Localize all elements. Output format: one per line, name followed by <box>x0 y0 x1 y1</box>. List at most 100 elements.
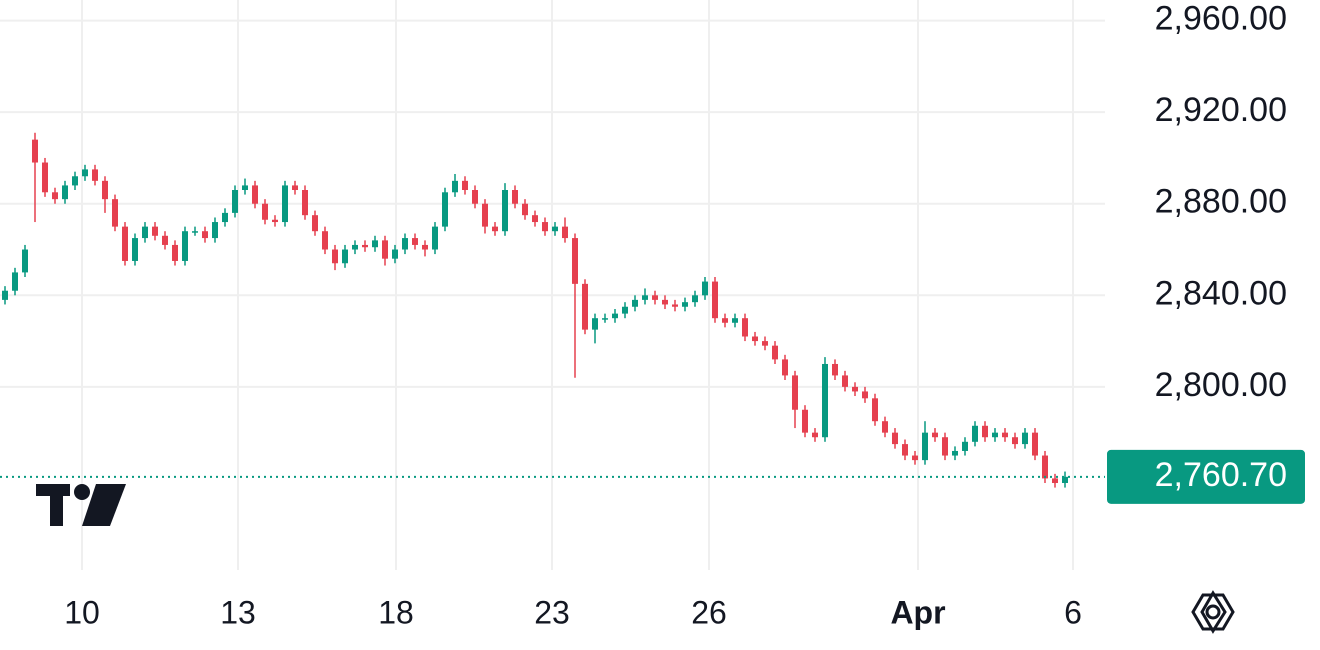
candle-body <box>902 444 908 456</box>
candle-body <box>1052 478 1058 484</box>
candle-body <box>962 441 968 451</box>
y-tick-label: 2,840.00 <box>1155 274 1287 312</box>
candle-body <box>732 318 738 323</box>
candle-body <box>652 295 658 300</box>
candle-body <box>712 281 718 319</box>
candle-body <box>102 180 108 200</box>
candle-body <box>832 363 838 376</box>
candle-body <box>62 185 68 200</box>
candle-body <box>152 226 158 236</box>
candle-body <box>792 375 798 410</box>
candle-body <box>932 432 938 438</box>
candle-body <box>632 299 638 307</box>
candle-body <box>862 391 868 399</box>
candle-body <box>142 226 148 239</box>
candle-body <box>622 306 628 314</box>
candle-body <box>72 176 78 186</box>
candle-body <box>512 190 518 204</box>
candle-body <box>922 432 928 461</box>
candle-body <box>772 345 778 360</box>
candle-body <box>202 231 208 239</box>
candle-body <box>212 222 218 239</box>
settings-icon[interactable] <box>1191 590 1235 634</box>
candle-body <box>22 249 28 273</box>
candle-body <box>292 185 298 190</box>
candle-body <box>542 222 548 232</box>
candle-body <box>1002 432 1008 438</box>
candle-body <box>892 432 898 445</box>
x-tick-label: 23 <box>534 594 570 630</box>
candle-body <box>682 302 688 307</box>
candle-body <box>362 244 368 248</box>
candle-body <box>2 290 8 300</box>
candle-body <box>472 190 478 204</box>
candle-body <box>222 212 228 223</box>
candle-body <box>232 190 238 213</box>
candle-body <box>122 226 128 261</box>
candle-body <box>262 203 268 220</box>
candle-body <box>982 425 988 438</box>
candle-body <box>852 386 858 392</box>
y-tick-label: 2,800.00 <box>1155 366 1287 404</box>
candle-body <box>42 162 48 193</box>
x-tick-label: Apr <box>890 594 945 630</box>
candle-body <box>562 226 568 239</box>
y-tick-label: 2,880.00 <box>1155 183 1287 221</box>
candle-body <box>172 244 178 261</box>
x-tick-label: 26 <box>691 594 727 630</box>
x-tick-label: 13 <box>220 594 256 630</box>
x-tick-label: 6 <box>1064 594 1082 630</box>
candle-body <box>1032 432 1038 456</box>
candle-body <box>452 180 458 193</box>
candle-body <box>1042 455 1048 479</box>
candle-body <box>312 215 318 232</box>
candle-body <box>692 295 698 303</box>
candle-body <box>52 192 58 200</box>
candle-body <box>972 425 978 442</box>
last-price-label: 2,760.70 <box>1155 456 1287 494</box>
candle-body <box>502 190 508 232</box>
candle-body <box>432 226 438 250</box>
last-price-box <box>1107 449 1305 504</box>
candle-body <box>242 185 248 190</box>
candle-body <box>582 283 588 330</box>
candle-body <box>252 185 258 204</box>
y-tick-label: 2,960.00 <box>1155 0 1287 38</box>
candle-body <box>942 437 948 456</box>
candle-body <box>992 432 998 438</box>
candle-body <box>762 341 768 346</box>
candle-body <box>1022 432 1028 445</box>
candle-body <box>12 272 18 291</box>
y-tick-label: 2,920.00 <box>1155 91 1287 129</box>
candle-body <box>882 421 888 433</box>
candle-body <box>1062 476 1068 484</box>
candle-body <box>702 281 708 296</box>
candle-body <box>1012 437 1018 445</box>
candle-body <box>532 215 538 223</box>
candle-body <box>492 226 498 232</box>
candle-body <box>322 231 328 250</box>
candle-body <box>272 219 278 223</box>
candle-body <box>132 238 138 261</box>
candle-body <box>162 235 168 245</box>
candle-body <box>282 185 288 223</box>
candle-body <box>302 190 308 216</box>
candle-body <box>872 398 878 422</box>
candle-body <box>662 299 668 305</box>
logo <box>36 484 126 526</box>
candle-body <box>822 363 828 438</box>
x-tick-label: 18 <box>378 594 414 630</box>
candle-body <box>342 249 348 264</box>
candle-body <box>182 231 188 261</box>
x-tick-label: 10 <box>64 594 100 630</box>
candle-body <box>382 240 388 259</box>
candle-body <box>572 238 578 284</box>
candle-body <box>482 203 488 227</box>
candle-body <box>722 318 728 323</box>
candle-body <box>402 238 408 250</box>
candle-body <box>842 375 848 387</box>
candle-body <box>642 295 648 300</box>
candle-body <box>742 318 748 337</box>
candle-body <box>602 318 608 320</box>
